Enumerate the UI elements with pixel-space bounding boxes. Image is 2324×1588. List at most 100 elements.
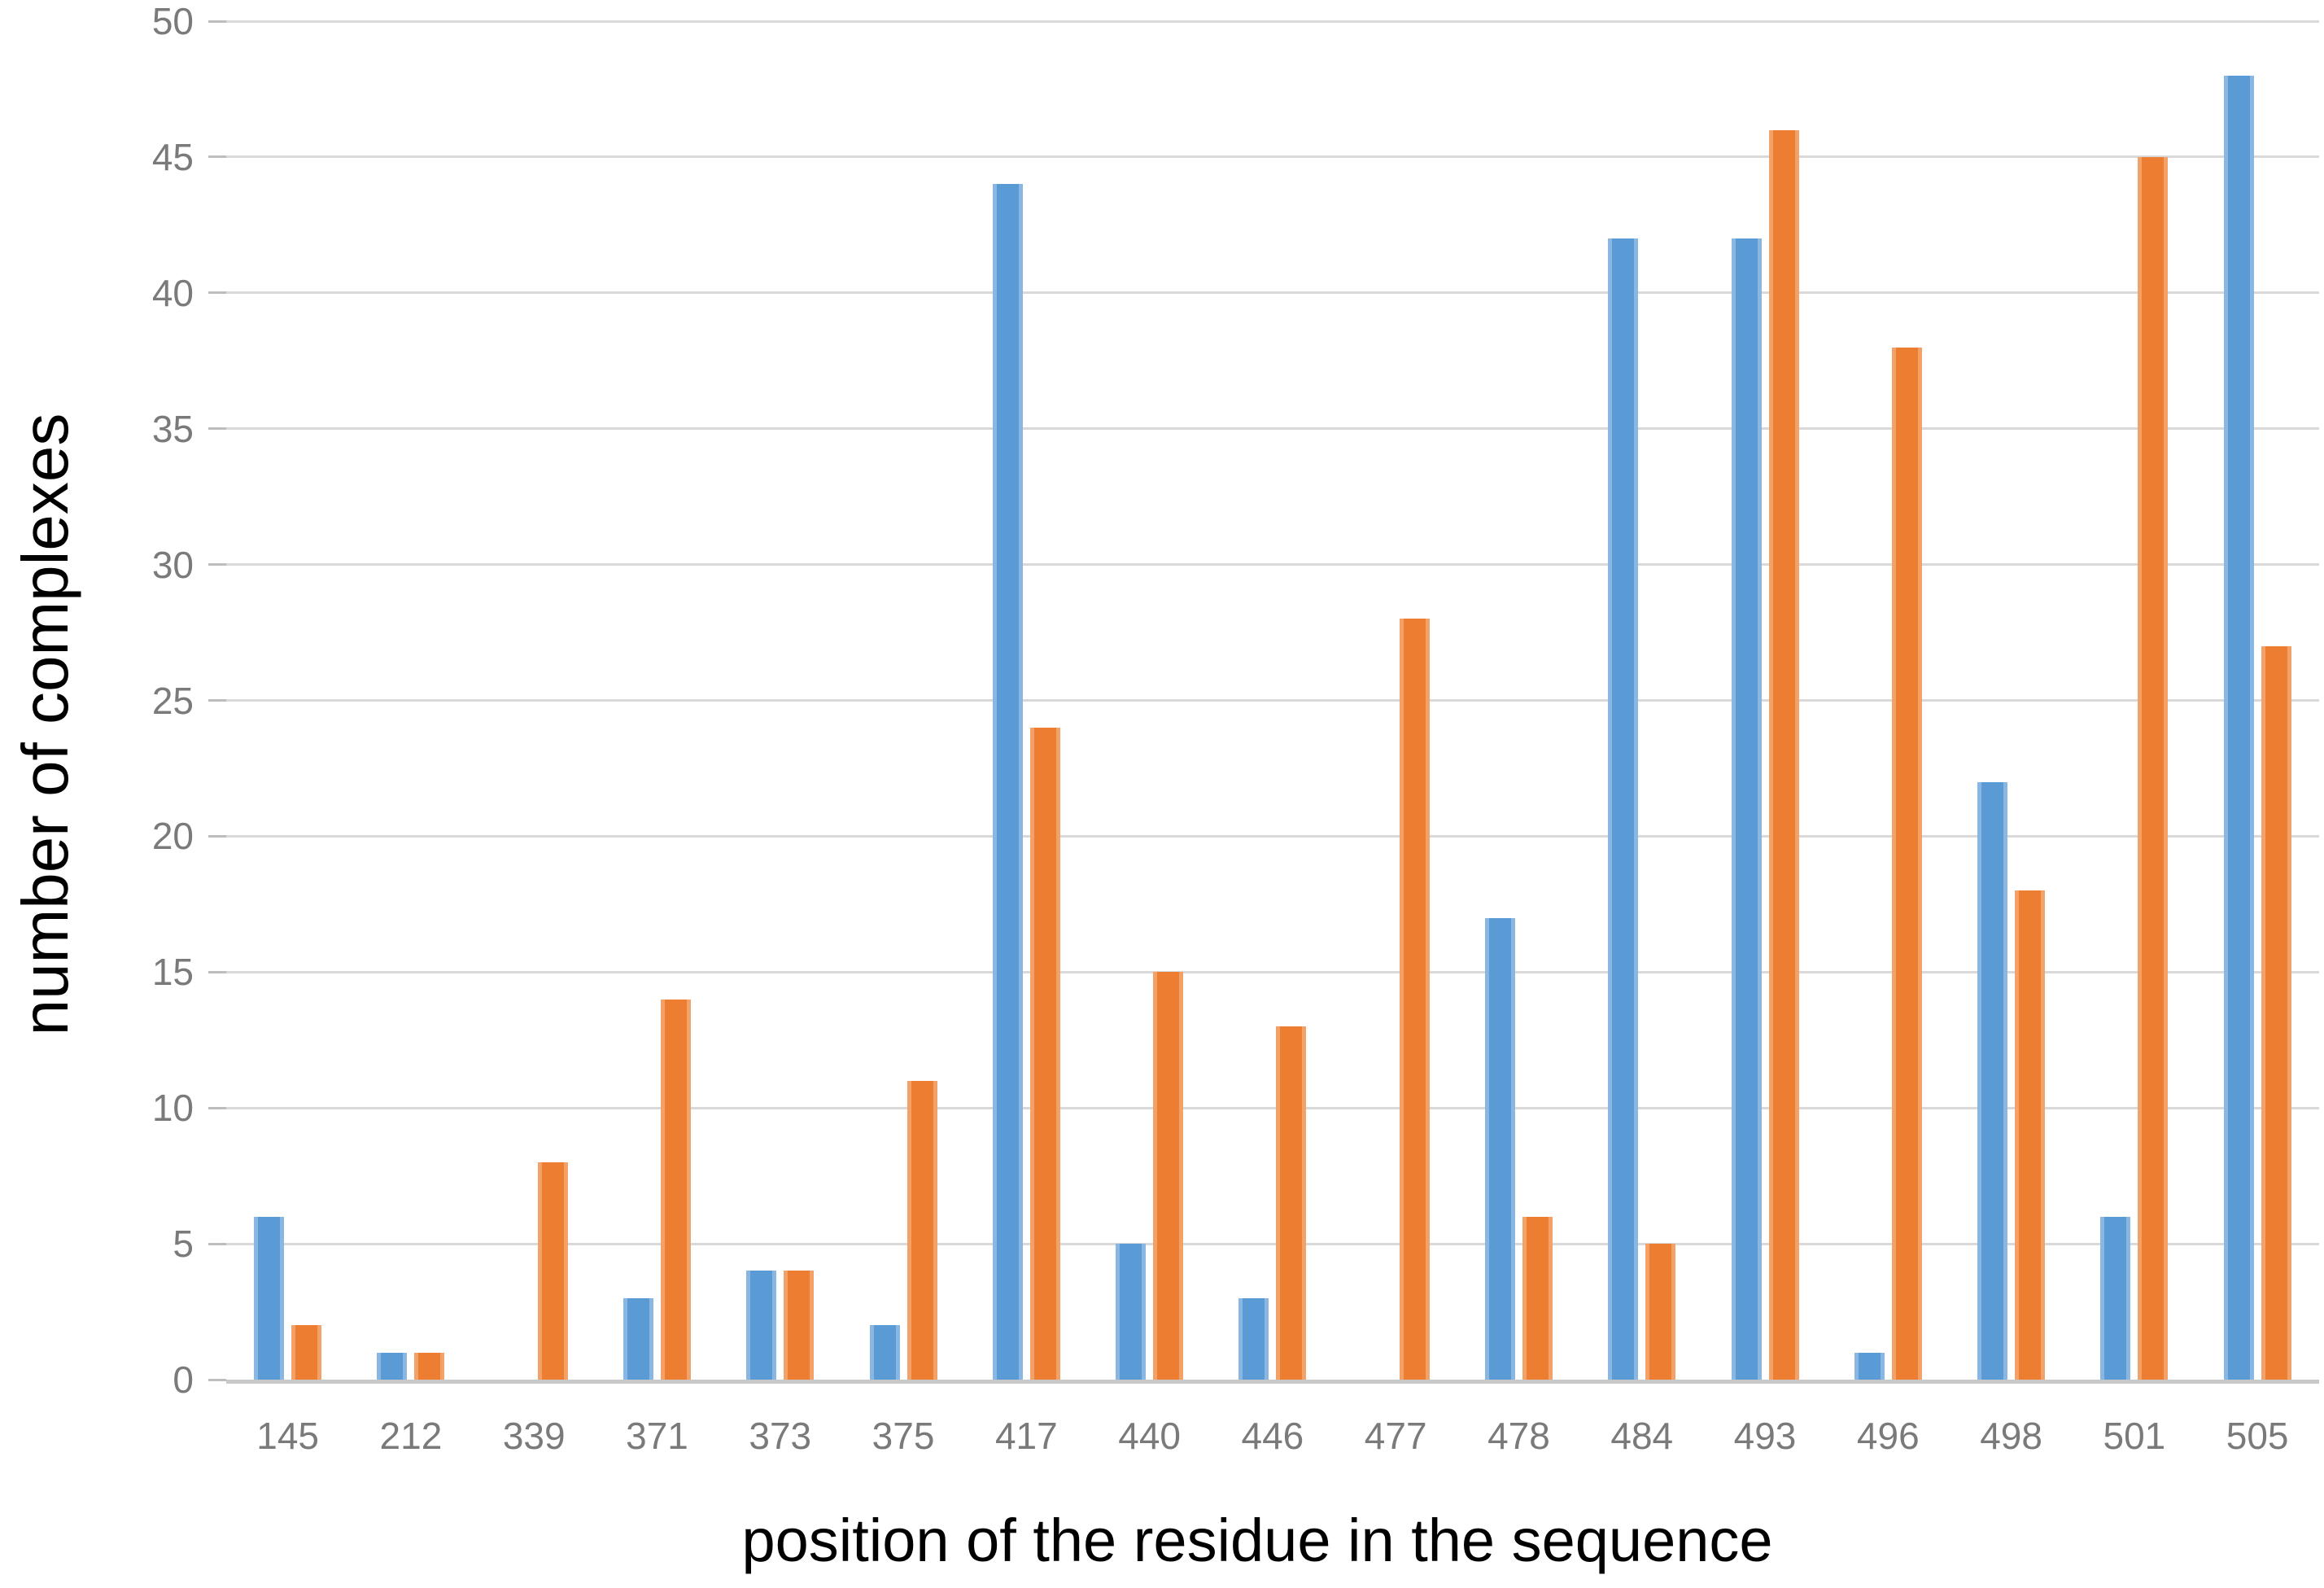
gridline-50	[226, 20, 2319, 23]
category-group-496: 496	[1854, 21, 1922, 1456]
blue-series-bar-505	[2223, 75, 2254, 1380]
orange-series-bar-496	[1891, 347, 1922, 1380]
category-group-478: 478	[1484, 21, 1553, 1456]
category-group-373: 373	[746, 21, 815, 1456]
y-tick-label-20: 20	[151, 815, 194, 858]
blue-series-bar-446	[1238, 1297, 1269, 1380]
x-tick-label-373: 373	[749, 1415, 812, 1457]
y-tickmark-45	[208, 155, 226, 159]
orange-series-bar-478	[1522, 1216, 1553, 1380]
gridline-30	[226, 563, 2319, 567]
gridline-15	[226, 970, 2319, 973]
x-tick-label-498: 498	[1980, 1415, 2042, 1457]
blue-series-bar-493	[1731, 238, 1762, 1380]
gridline-40	[226, 291, 2319, 295]
x-tick-label-496: 496	[1856, 1415, 1920, 1457]
y-tick-label-30: 30	[151, 543, 194, 586]
x-axis-line	[226, 1380, 2319, 1384]
y-tickmark-5	[208, 1242, 226, 1245]
blue-series-bar-373	[746, 1271, 777, 1380]
x-tick-label-505: 505	[2226, 1415, 2289, 1457]
y-tick-label-10: 10	[151, 1087, 194, 1130]
x-tick-label-375: 375	[872, 1415, 935, 1457]
category-group-212: 212	[377, 21, 445, 1456]
category-group-339: 339	[500, 21, 568, 1456]
category-group-440: 440	[1116, 21, 1184, 1456]
plot-area: 145 212 339 371 373 375 417 440 446 477 478 484 493 4…	[208, 20, 2319, 1456]
y-tickmark-25	[208, 699, 226, 702]
category-group-417: 417	[992, 21, 1060, 1456]
x-tick-label-477: 477	[1364, 1415, 1427, 1457]
y-tickmark-15	[208, 970, 226, 973]
blue-series-bar-417	[992, 184, 1023, 1380]
y-axis-title: number of complexes	[9, 413, 81, 1036]
y-tick-label-40: 40	[151, 271, 194, 314]
gridline-5	[226, 1242, 2319, 1245]
gridline-35	[226, 427, 2319, 431]
category-group-501: 501	[2100, 21, 2169, 1456]
orange-series-bar-417	[1029, 727, 1060, 1380]
x-tick-label-478: 478	[1487, 1415, 1550, 1457]
y-tick-label-25: 25	[151, 679, 194, 722]
blue-series-bar-145	[254, 1216, 285, 1380]
x-tick-label-501: 501	[2103, 1415, 2166, 1457]
gridline-20	[226, 834, 2319, 838]
gridline-45	[226, 155, 2319, 159]
blue-series-bar-440	[1116, 1244, 1147, 1380]
blue-series-bar-484	[1608, 238, 1639, 1380]
y-tick-label-0: 0	[173, 1358, 194, 1401]
orange-series-bar-371	[660, 999, 691, 1380]
orange-series-bar-339	[537, 1161, 568, 1380]
x-tick-label-371: 371	[626, 1415, 688, 1457]
orange-series-bar-493	[1768, 129, 1799, 1380]
category-group-477: 477	[1362, 21, 1430, 1456]
blue-series-bar-371	[622, 1297, 653, 1380]
blue-series-bar-498	[1977, 781, 2008, 1380]
y-tickmark-50	[208, 20, 226, 23]
y-tickmark-30	[208, 563, 226, 567]
blue-series-bar-501	[2100, 1216, 2131, 1380]
blue-series-bar-478	[1484, 917, 1515, 1380]
category-group-505: 505	[2223, 21, 2291, 1456]
y-tickmark-0	[208, 1378, 226, 1381]
y-tickmark-40	[208, 291, 226, 295]
y-tick-label-5: 5	[173, 1223, 194, 1266]
category-group-498: 498	[1977, 21, 2046, 1456]
x-tick-label-484: 484	[1610, 1415, 1674, 1457]
orange-series-bar-505	[2261, 645, 2291, 1380]
x-tick-label-440: 440	[1118, 1415, 1181, 1457]
x-axis-title: position of the residue in the sequence	[741, 1507, 1773, 1574]
x-tick-label-339: 339	[502, 1415, 566, 1457]
x-tick-label-212: 212	[379, 1415, 443, 1457]
x-tick-label-446: 446	[1241, 1415, 1304, 1457]
blue-series-bar-212	[377, 1352, 408, 1380]
orange-series-bar-212	[414, 1352, 445, 1380]
blue-series-bar-375	[869, 1325, 900, 1380]
gridline-10	[226, 1106, 2319, 1109]
orange-series-bar-446	[1276, 1026, 1307, 1380]
y-tickmark-10	[208, 1106, 226, 1109]
category-group-371: 371	[622, 21, 691, 1456]
orange-series-bar-477	[1399, 619, 1430, 1380]
y-tickmark-35	[208, 427, 226, 431]
y-tick-label-15: 15	[151, 951, 194, 994]
y-tick-label-45: 45	[151, 135, 194, 178]
category-group-145: 145	[254, 21, 322, 1456]
y-tick-label-50: 50	[151, 0, 194, 42]
category-group-446: 446	[1238, 21, 1307, 1456]
blue-series-bar-496	[1854, 1352, 1885, 1380]
orange-series-bar-484	[1645, 1244, 1676, 1380]
x-tick-label-493: 493	[1733, 1415, 1797, 1457]
x-tick-label-145: 145	[256, 1415, 320, 1457]
y-tick-label-35: 35	[151, 407, 194, 450]
gridline-25	[226, 699, 2319, 702]
y-tickmark-20	[208, 834, 226, 838]
orange-series-bar-145	[291, 1325, 322, 1380]
category-group-493: 493	[1731, 21, 1799, 1456]
orange-series-bar-373	[784, 1271, 815, 1380]
category-group-375: 375	[869, 21, 937, 1456]
x-tick-label-417: 417	[994, 1415, 1058, 1457]
orange-series-bar-375	[906, 1080, 937, 1380]
orange-series-bar-498	[2015, 890, 2046, 1380]
